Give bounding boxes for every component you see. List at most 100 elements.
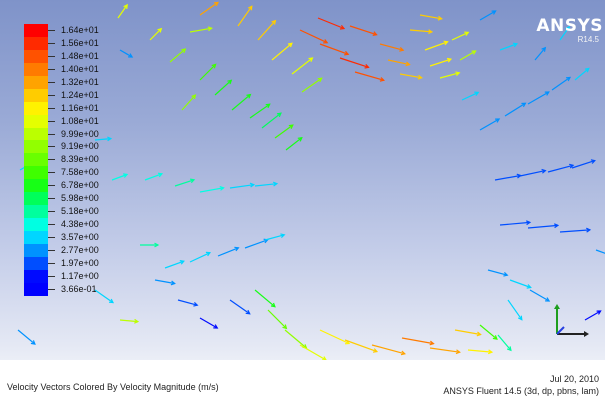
- legend-label: 3.66e-01: [61, 283, 97, 294]
- velocity-vector-field: [17, 1, 605, 360]
- velocity-vector: [267, 309, 288, 330]
- legend-swatch: [24, 218, 48, 232]
- legend-swatch: [24, 127, 48, 141]
- velocity-vector: [574, 67, 590, 81]
- legend-tick: [48, 81, 55, 83]
- velocity-vector: [94, 136, 113, 142]
- velocity-vector: [339, 57, 370, 69]
- velocity-vector: [299, 29, 329, 44]
- velocity-vector: [231, 93, 252, 111]
- velocity-vector: [244, 238, 269, 249]
- velocity-vector: [164, 260, 185, 269]
- plot-caption: Velocity Vectors Colored By Velocity Mag…: [7, 382, 219, 392]
- velocity-vector: [371, 344, 407, 356]
- legend-tick: [48, 68, 55, 70]
- velocity-vector: [509, 279, 532, 289]
- velocity-vector: [409, 29, 434, 35]
- velocity-vector: [344, 339, 379, 353]
- velocity-vector: [547, 163, 575, 173]
- velocity-vector: [387, 59, 411, 67]
- velocity-vector: [527, 223, 560, 229]
- legend-swatch: [24, 192, 48, 206]
- velocity-vector: [429, 57, 453, 67]
- velocity-vector: [534, 46, 547, 61]
- legend-swatch: [24, 36, 48, 50]
- velocity-vector: [317, 17, 346, 30]
- velocity-vector: [461, 91, 480, 101]
- legend-label: 1.16e+01: [61, 102, 99, 113]
- status-footer: Velocity Vectors Colored By Velocity Mag…: [0, 360, 605, 405]
- legend-swatch: [24, 101, 48, 115]
- legend-swatch: [24, 114, 48, 128]
- legend-tick: [48, 133, 55, 135]
- velocity-vector: [479, 118, 501, 131]
- velocity-vector: [181, 94, 197, 111]
- velocity-vector: [261, 112, 282, 129]
- solver-info: ANSYS Fluent 14.5 (3d, dp, pbns, lam): [443, 386, 599, 396]
- velocity-vector: [487, 269, 509, 277]
- velocity-vector: [140, 242, 160, 248]
- velocity-vector: [467, 349, 494, 355]
- legend-label: 1.08e+01: [61, 115, 99, 126]
- velocity-vector: [17, 329, 36, 345]
- legend-swatch: [24, 166, 48, 180]
- legend-label: 4.38e+00: [61, 219, 99, 230]
- legend-label: 8.39e+00: [61, 154, 99, 165]
- legend-tick: [48, 172, 55, 174]
- velocity-vector: [571, 159, 596, 169]
- legend-swatch: [24, 49, 48, 63]
- ansys-logo-text: ANSYS: [536, 16, 603, 36]
- legend-swatch: [24, 75, 48, 89]
- velocity-vector: [519, 168, 547, 177]
- velocity-vector: [229, 182, 256, 189]
- legend-swatch: [24, 269, 48, 283]
- velocity-vector: [559, 25, 570, 41]
- velocity-vector: [154, 279, 176, 286]
- velocity-vector: [529, 289, 551, 302]
- velocity-vector: [177, 299, 199, 307]
- ansys-logo: ANSYS R14.5: [536, 16, 603, 44]
- x-axis-arrowhead-icon: [584, 331, 589, 337]
- velocity-vector: [319, 329, 351, 345]
- legend-swatch: [24, 153, 48, 167]
- legend-tick: [48, 211, 55, 213]
- velocity-vector: [439, 71, 461, 79]
- velocity-vector: [284, 329, 308, 349]
- legend-swatch: [24, 231, 48, 244]
- legend-label: 3.57e+00: [61, 232, 99, 243]
- velocity-vector: [199, 1, 220, 16]
- velocity-vector: [217, 246, 240, 257]
- velocity-vector: [459, 50, 477, 61]
- velocity-vector: [454, 329, 482, 337]
- velocity-vector: [497, 334, 512, 352]
- velocity-vector: [94, 289, 115, 304]
- legend-tick: [48, 237, 55, 239]
- velocity-vector: [144, 172, 164, 181]
- legend-label: 1.24e+01: [61, 89, 99, 100]
- velocity-vector: [504, 102, 527, 117]
- velocity-vector: [494, 173, 522, 181]
- axis-triad[interactable]: [548, 302, 590, 344]
- velocity-vector: [299, 344, 327, 360]
- velocity-vector: [507, 299, 523, 321]
- velocity-vector: [229, 299, 251, 315]
- velocity-vector: [451, 31, 470, 41]
- velocity-vector: [499, 220, 532, 226]
- velocity-vector: [559, 227, 592, 233]
- legend-tick: [48, 159, 55, 161]
- velocity-vector: [319, 43, 350, 56]
- velocity-vector: [119, 49, 134, 58]
- velocity-vector: [424, 40, 449, 51]
- velocity-vector: [399, 73, 423, 80]
- velocity-vector: [479, 324, 498, 340]
- velocity-vector: [301, 77, 323, 93]
- velocity-vector: [199, 63, 217, 81]
- velocity-vector: [429, 347, 461, 355]
- y-axis-arrowhead-icon: [554, 304, 560, 309]
- velocity-vector: [271, 42, 293, 61]
- ansys-version-label: R14.5: [577, 35, 599, 44]
- legend-swatch: [24, 140, 48, 154]
- legend-swatch: [24, 205, 48, 219]
- legend-label: 9.19e+00: [61, 141, 99, 152]
